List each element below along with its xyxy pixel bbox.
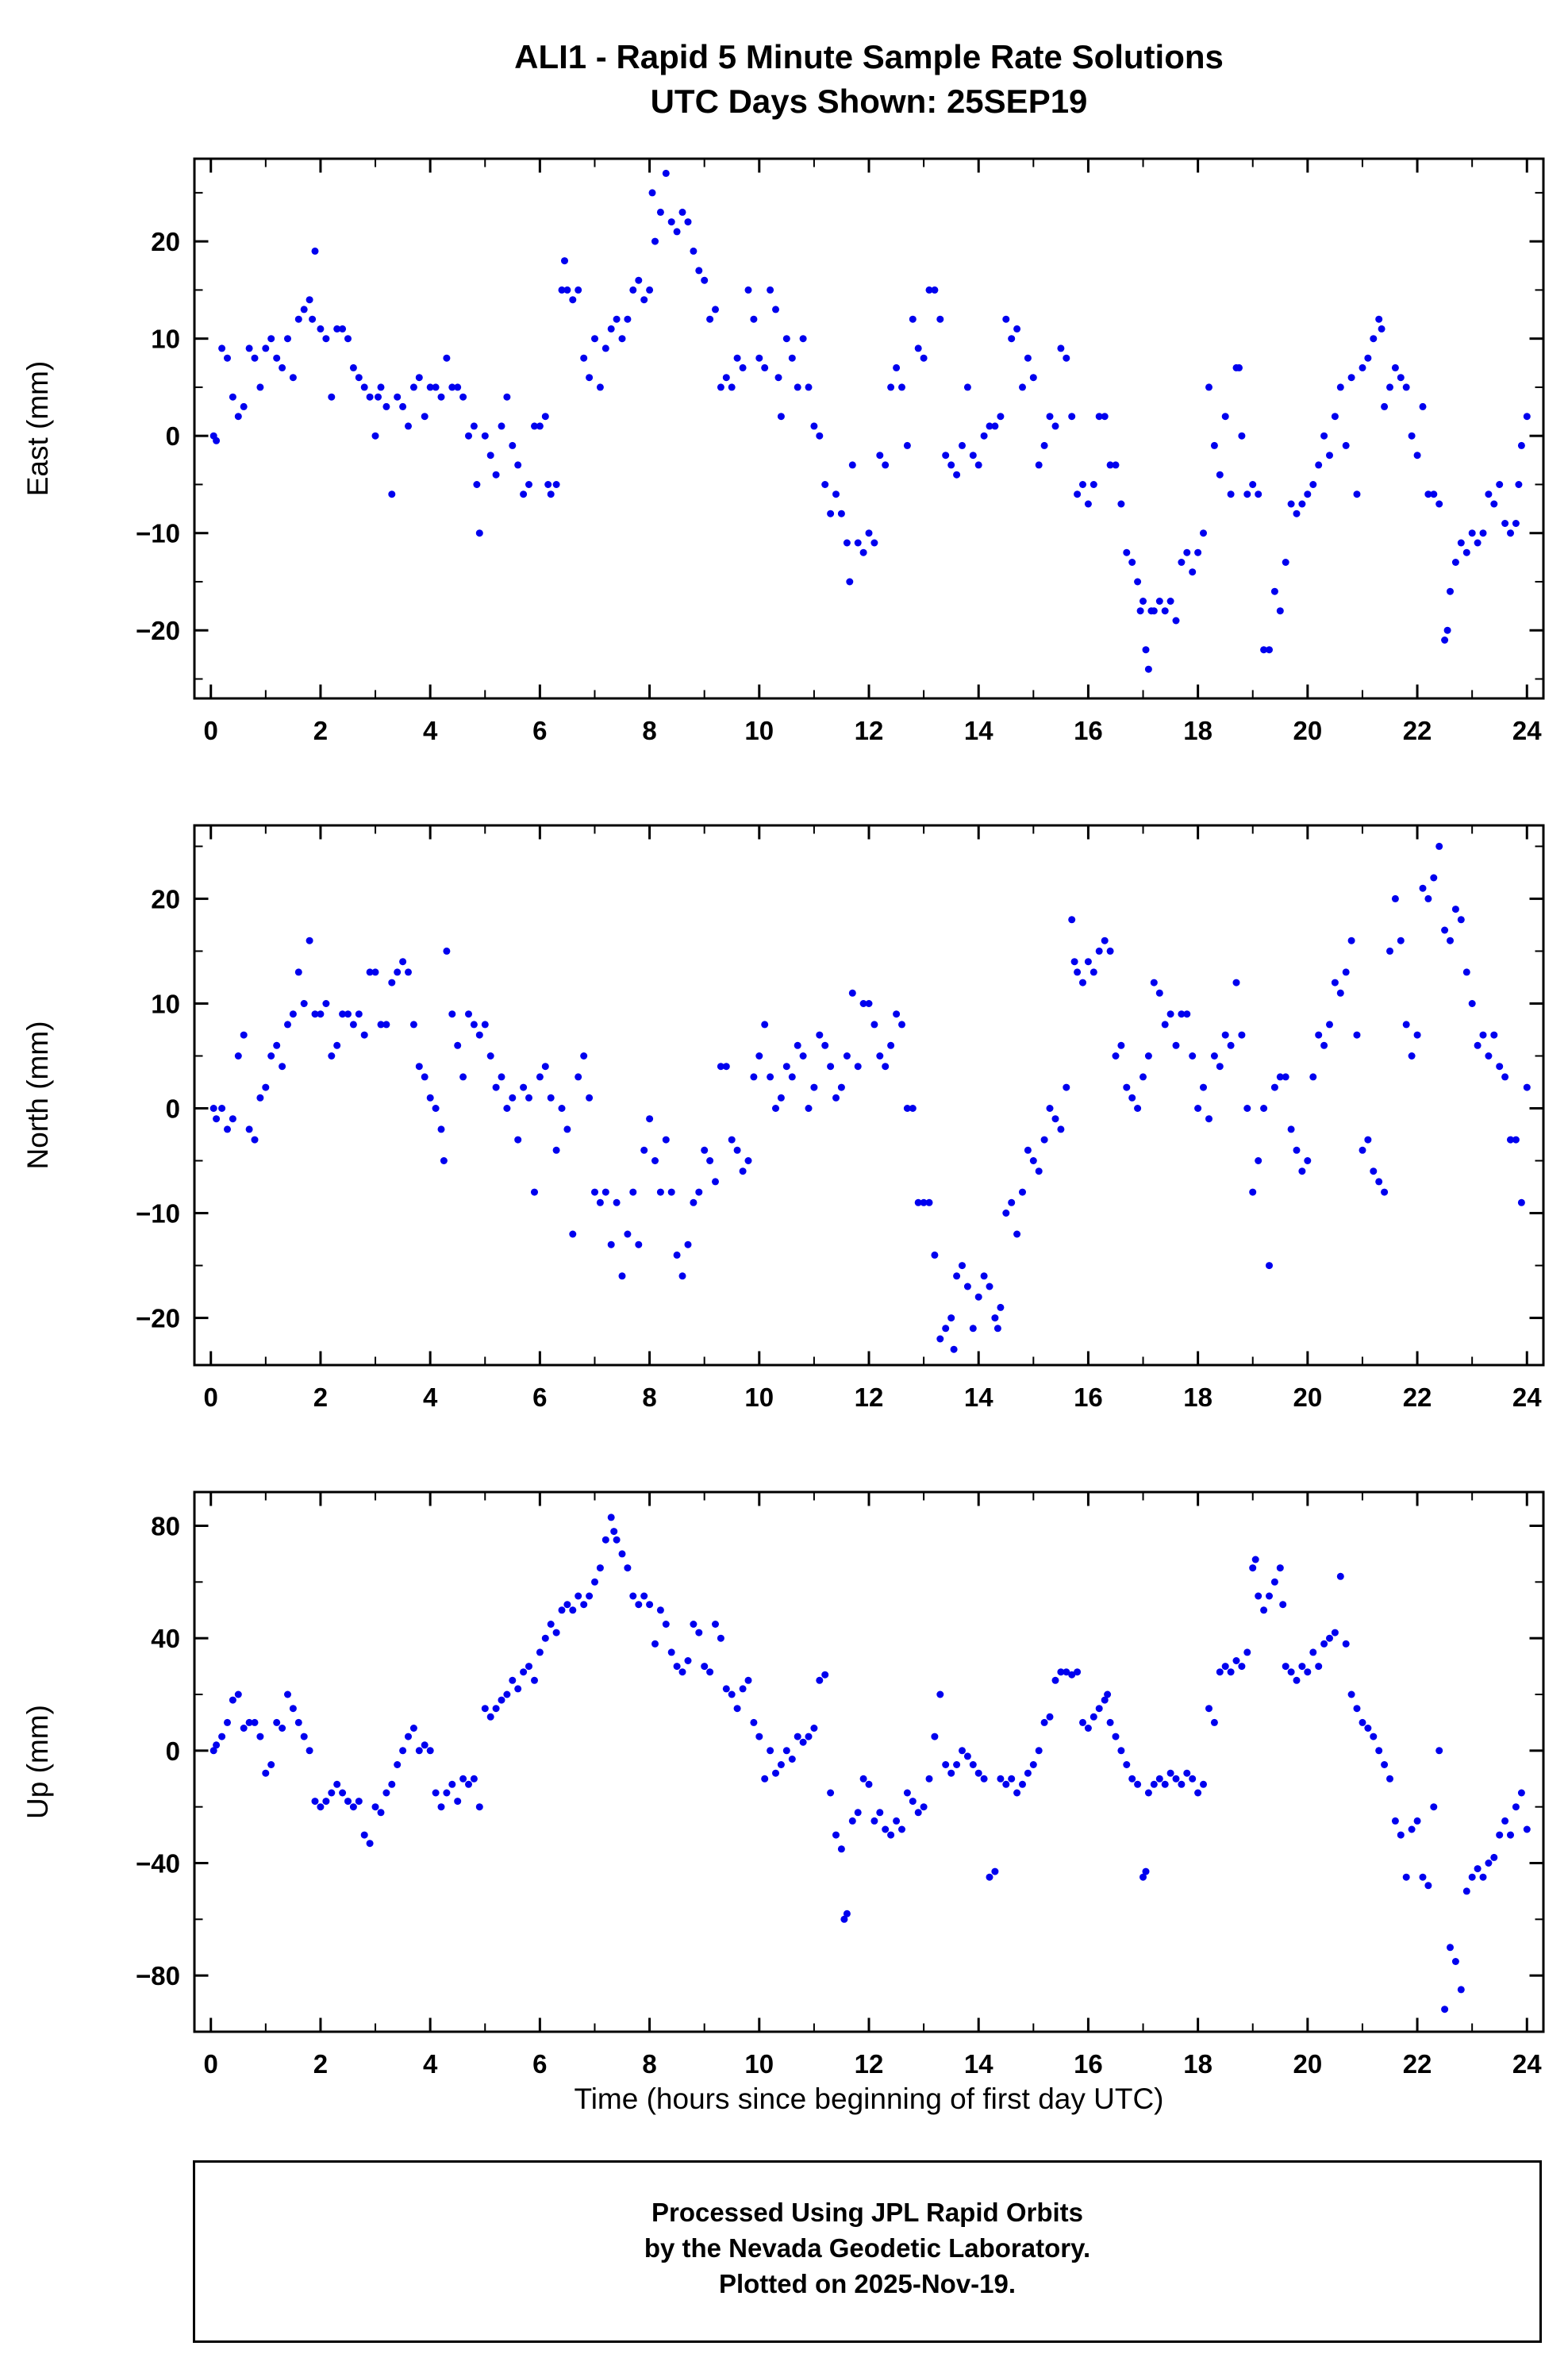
footer-line3: Plotted on 2025-Nov-19. [718, 2269, 1017, 2298]
svg-text:2: 2 [313, 2049, 328, 2079]
svg-text:16: 16 [1074, 716, 1103, 745]
svg-text:18: 18 [1183, 1383, 1213, 1412]
svg-text:10: 10 [744, 2049, 774, 2079]
svg-text:18: 18 [1183, 2049, 1213, 2079]
svg-text:6: 6 [532, 716, 547, 745]
svg-text:8: 8 [642, 2049, 656, 2079]
svg-text:20: 20 [151, 884, 180, 913]
svg-text:10: 10 [744, 716, 774, 745]
svg-text:6: 6 [532, 2049, 547, 2079]
svg-text:10: 10 [151, 325, 180, 354]
svg-text:Up (mm): Up (mm) [21, 1705, 54, 1819]
chart-title: ALI1 - Rapid 5 Minute Sample Rate Soluti… [194, 35, 1543, 124]
svg-text:−20: −20 [136, 616, 180, 645]
svg-text:2: 2 [313, 716, 328, 745]
svg-text:12: 12 [855, 2049, 884, 2079]
svg-text:12: 12 [855, 716, 884, 745]
svg-text:22: 22 [1403, 1383, 1432, 1412]
svg-text:−40: −40 [136, 1849, 180, 1879]
svg-text:22: 22 [1403, 2049, 1432, 2079]
svg-text:14: 14 [964, 2049, 993, 2079]
svg-text:−10: −10 [136, 519, 180, 548]
svg-text:−80: −80 [136, 1961, 180, 1990]
svg-text:40: 40 [151, 1624, 180, 1653]
svg-text:16: 16 [1074, 2049, 1103, 2079]
svg-text:22: 22 [1403, 716, 1432, 745]
svg-text:24: 24 [1512, 1383, 1542, 1412]
svg-text:14: 14 [964, 716, 993, 745]
footer-line1: Processed Using JPL Rapid Orbits [651, 2198, 1084, 2227]
svg-text:8: 8 [642, 716, 656, 745]
x-axis-label: Time (hours since beginning of first day… [574, 2083, 1164, 2115]
svg-text:0: 0 [166, 1736, 180, 1766]
svg-text:14: 14 [964, 1383, 993, 1412]
chart-title-line2: UTC Days Shown: 25SEP19 [650, 83, 1088, 120]
svg-text:18: 18 [1183, 716, 1213, 745]
svg-text:24: 24 [1512, 716, 1542, 745]
svg-text:East (mm): East (mm) [21, 361, 54, 497]
svg-text:20: 20 [1293, 716, 1322, 745]
svg-text:8: 8 [642, 1383, 656, 1412]
footer-line2: by the Nevada Geodetic Laboratory. [644, 2233, 1091, 2263]
svg-text:10: 10 [744, 1383, 774, 1412]
svg-text:20: 20 [1293, 1383, 1322, 1412]
svg-text:12: 12 [855, 1383, 884, 1412]
footer-box: Processed Using JPL Rapid Orbits by the … [193, 2160, 1542, 2343]
svg-text:20: 20 [151, 227, 180, 256]
svg-text:−20: −20 [136, 1304, 180, 1333]
svg-text:4: 4 [423, 2049, 438, 2079]
svg-text:4: 4 [423, 716, 438, 745]
svg-text:24: 24 [1512, 2049, 1542, 2079]
svg-text:0: 0 [166, 421, 180, 451]
svg-text:0: 0 [166, 1094, 180, 1124]
svg-text:0: 0 [204, 1383, 218, 1412]
svg-text:North (mm): North (mm) [21, 1021, 54, 1169]
svg-text:80: 80 [151, 1512, 180, 1541]
svg-text:4: 4 [423, 1383, 438, 1412]
svg-text:0: 0 [204, 2049, 218, 2079]
svg-text:0: 0 [204, 716, 218, 745]
chart-title-line1: ALI1 - Rapid 5 Minute Sample Rate Soluti… [514, 38, 1224, 75]
svg-text:10: 10 [151, 989, 180, 1018]
svg-text:−10: −10 [136, 1199, 180, 1229]
svg-text:16: 16 [1074, 1383, 1103, 1412]
svg-text:6: 6 [532, 1383, 547, 1412]
svg-text:20: 20 [1293, 2049, 1322, 2079]
svg-text:2: 2 [313, 1383, 328, 1412]
